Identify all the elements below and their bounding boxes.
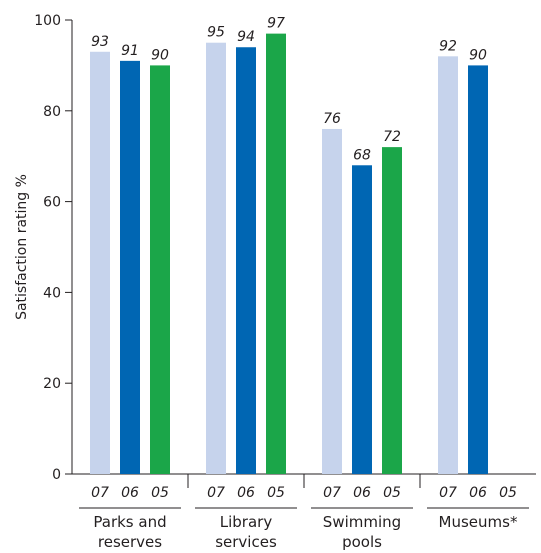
bar bbox=[206, 42, 226, 474]
year-label: 05 bbox=[383, 485, 401, 501]
category-label: reserves bbox=[98, 533, 162, 551]
y-tick-label: 100 bbox=[34, 13, 61, 29]
value-label: 91 bbox=[121, 43, 139, 59]
category-label: Library bbox=[220, 513, 273, 531]
bar bbox=[120, 60, 140, 475]
category-label: services bbox=[215, 533, 277, 551]
year-label: 06 bbox=[353, 485, 371, 501]
y-tick-label: 20 bbox=[43, 376, 61, 392]
category-label: Parks and bbox=[93, 513, 166, 531]
y-tick-label: 80 bbox=[43, 104, 61, 120]
category-label: Swimming bbox=[323, 513, 401, 531]
bar bbox=[90, 51, 110, 474]
bar bbox=[438, 56, 458, 474]
year-label: 07 bbox=[323, 485, 341, 501]
value-label: 90 bbox=[469, 47, 487, 63]
year-label: 05 bbox=[151, 485, 169, 501]
value-label: 95 bbox=[207, 25, 225, 41]
value-label: 76 bbox=[323, 111, 341, 127]
bars bbox=[90, 33, 488, 475]
y-tick-label: 0 bbox=[52, 467, 61, 483]
bar bbox=[352, 165, 372, 474]
year-label: 05 bbox=[499, 485, 517, 501]
value-label: 68 bbox=[353, 147, 371, 163]
value-label: 92 bbox=[439, 38, 457, 54]
category-label: pools bbox=[342, 533, 382, 551]
bar bbox=[382, 147, 402, 474]
year-label: 06 bbox=[121, 485, 139, 501]
axes: 0 20 40 60 80 100 bbox=[34, 13, 536, 509]
value-label: 72 bbox=[383, 129, 401, 145]
year-label: 05 bbox=[267, 485, 285, 501]
year-label: 07 bbox=[207, 485, 225, 501]
y-tick-label: 40 bbox=[43, 285, 61, 301]
value-label: 94 bbox=[237, 29, 255, 45]
bar bbox=[266, 33, 286, 475]
y-tick-label: 60 bbox=[43, 195, 61, 211]
bar bbox=[236, 47, 256, 475]
year-label: 07 bbox=[91, 485, 109, 501]
year-label: 07 bbox=[439, 485, 457, 501]
year-label: 06 bbox=[237, 485, 255, 501]
value-label: 97 bbox=[267, 16, 285, 32]
value-label: 93 bbox=[91, 34, 109, 50]
bar bbox=[150, 65, 170, 475]
category-label: Museums* bbox=[439, 513, 518, 531]
bar bbox=[468, 65, 488, 475]
bar bbox=[322, 128, 342, 474]
y-axis-title: Satisfaction rating % bbox=[14, 174, 30, 320]
year-label: 06 bbox=[469, 485, 487, 501]
labels: 07 93 06 91 05 90 Parks and reserves 07 95 06 94 05 9… bbox=[91, 16, 518, 551]
value-label: 90 bbox=[151, 47, 169, 63]
